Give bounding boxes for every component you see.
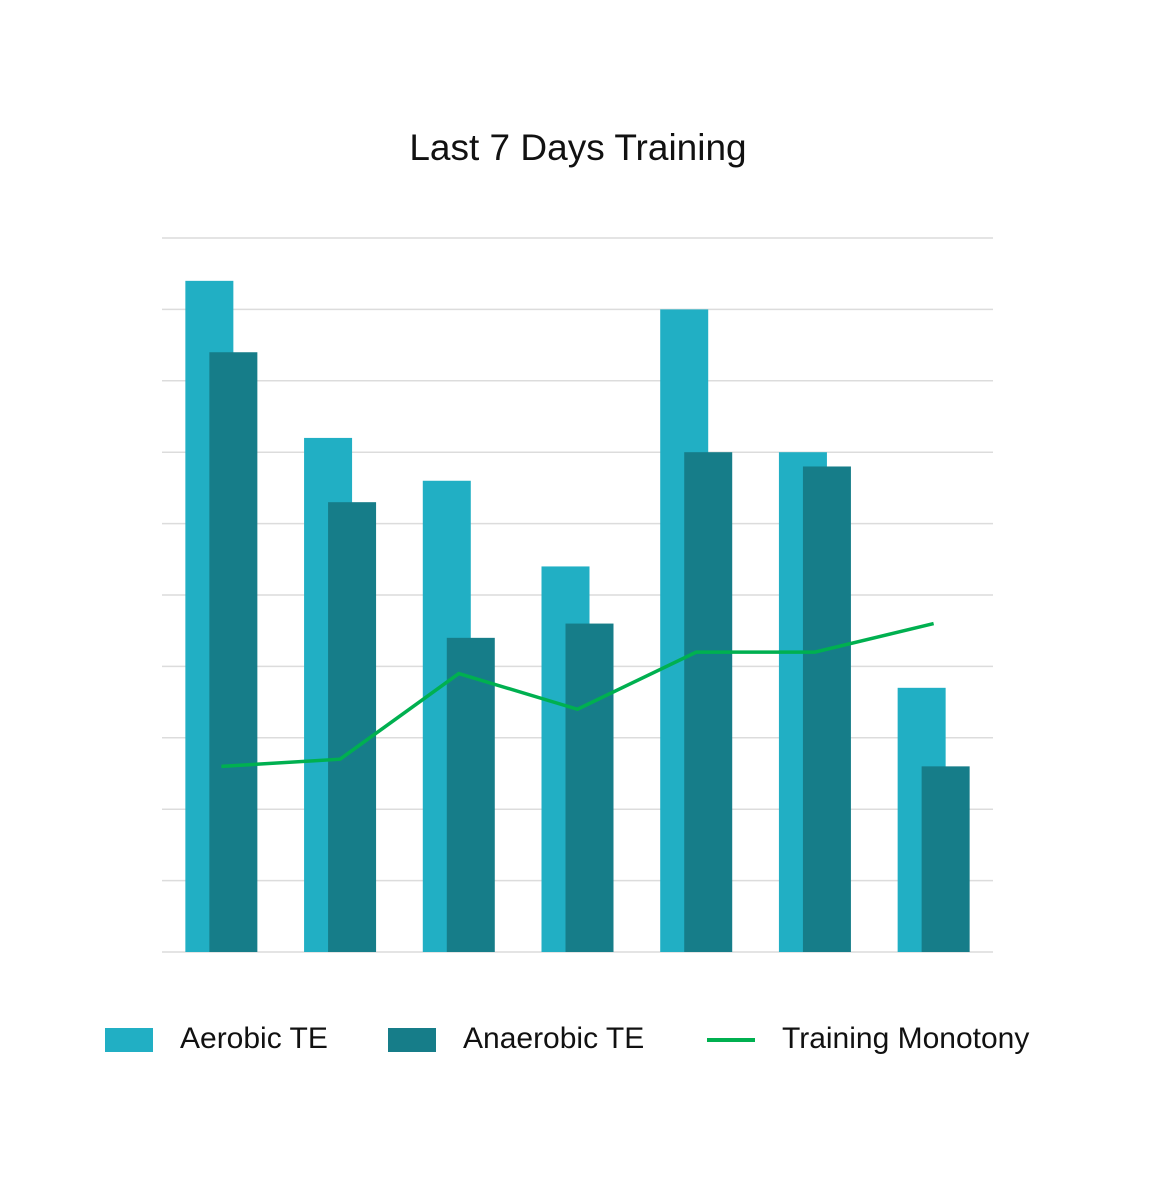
bar — [565, 623, 614, 952]
legend-label: Anaerobic TE — [463, 1022, 644, 1055]
legend-label: Aerobic TE — [180, 1022, 328, 1055]
bar — [328, 502, 377, 952]
bar — [921, 766, 970, 952]
bar — [802, 466, 851, 952]
legend-swatch — [388, 1028, 436, 1052]
legend-swatch — [105, 1028, 153, 1052]
bar — [684, 452, 733, 952]
chart-title: Last 7 Days Training — [409, 127, 746, 168]
bar — [209, 352, 258, 952]
bar — [446, 637, 495, 952]
legend-label: Training Monotony — [782, 1022, 1029, 1055]
line — [221, 621, 935, 769]
